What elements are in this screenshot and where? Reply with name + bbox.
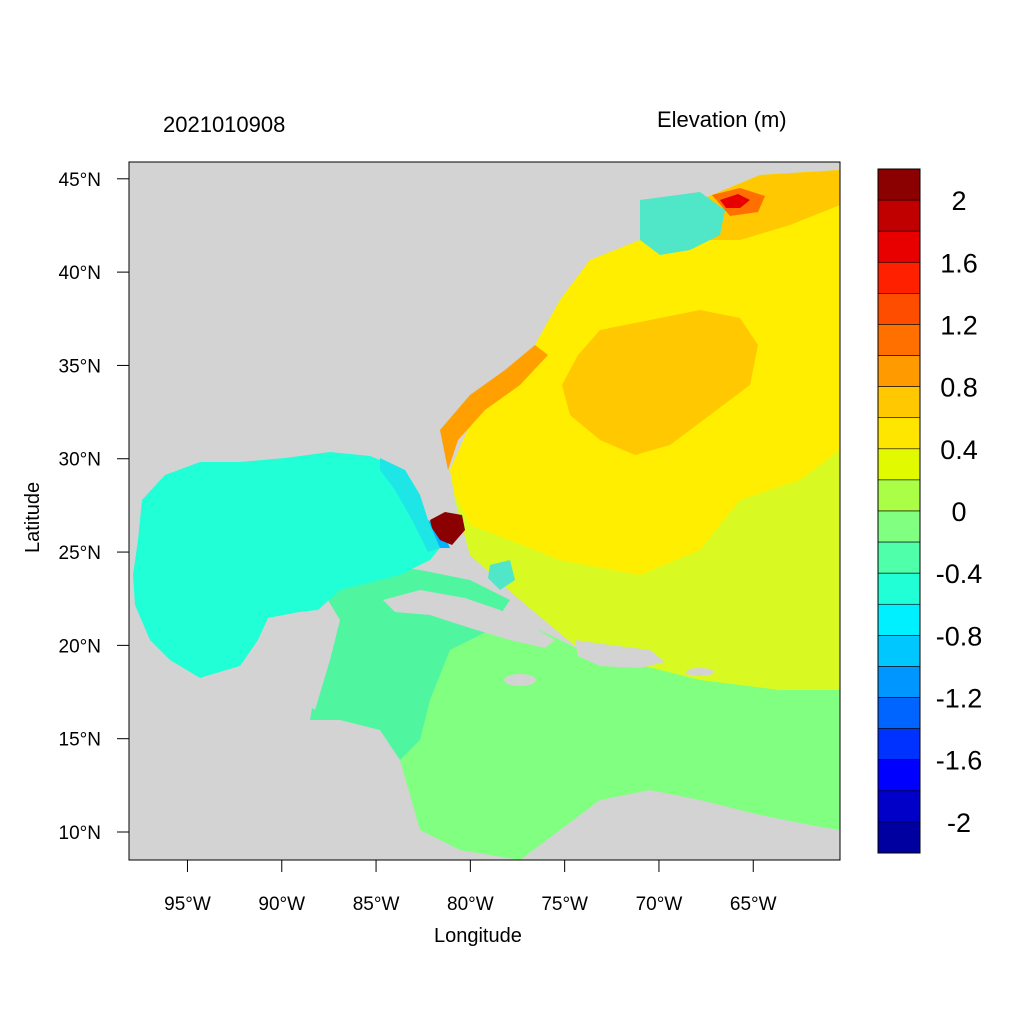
y-tick-label: 10°N (59, 823, 101, 844)
yucatan-land (268, 610, 340, 710)
colorbar-bin (877, 199, 921, 232)
nova-scotia-surge-core (720, 194, 750, 208)
colorbar-bin (877, 324, 921, 356)
colorbar-bin (877, 168, 921, 201)
y-axis: 45°N 40°N 35°N 30°N 25°N 20°N 15°N 10°N (59, 170, 129, 844)
florida-surge (430, 512, 465, 545)
y-tick-label: 30°N (59, 450, 101, 471)
colorbar-bin (877, 666, 921, 698)
colorbar-bin (877, 230, 921, 263)
colorbar-label: 0 (951, 497, 966, 527)
cuba-land (383, 590, 555, 648)
colorbar-bin (877, 572, 921, 605)
x-axis-label: Longitude (434, 925, 522, 947)
eastern-gulf-anomaly (380, 458, 440, 552)
colorbar-label: 0.4 (940, 435, 978, 465)
colorbar-bin (877, 759, 921, 792)
x-tick-label: 80°W (447, 894, 494, 915)
colorbar-bin (877, 790, 921, 823)
y-axis-label: Latitude (22, 481, 44, 553)
colorbar-bin (877, 603, 921, 636)
colorbar-bin (877, 293, 921, 325)
colorbar-label: -1.2 (936, 684, 983, 714)
colorbar-bin (877, 448, 921, 481)
colorbar-label: -1.6 (936, 746, 983, 776)
colorbar-label: 0.8 (940, 373, 978, 403)
x-axis: 95°W 90°W 85°W 80°W 75°W 70°W 65°W (164, 860, 777, 915)
colorbar-bin (877, 541, 921, 574)
colorbar-label: 2 (951, 186, 966, 216)
hispaniola-land (575, 640, 665, 668)
y-tick-label: 15°N (59, 730, 101, 751)
colorbar-label: 1.2 (940, 310, 978, 340)
map-title: 2021010908 (163, 112, 286, 137)
colorbar-bin (877, 510, 921, 543)
colorbar-bin (877, 697, 921, 729)
south-america-land (520, 790, 840, 860)
y-tick-label: 40°N (59, 263, 101, 284)
x-tick-label: 70°W (636, 894, 683, 915)
colorbar-bin (877, 417, 921, 450)
jamaica-land (504, 674, 536, 686)
map-plot (129, 162, 840, 860)
y-tick-label: 25°N (59, 543, 101, 564)
bahamas-shallows (488, 560, 515, 590)
southeast-coast-band (440, 345, 548, 470)
colorbar-bin (877, 728, 921, 761)
puerto-rico-land (686, 668, 714, 676)
y-tick-label: 35°N (59, 356, 101, 377)
x-tick-label: 85°W (353, 894, 400, 915)
y-tick-label: 20°N (59, 636, 101, 657)
colorbar-label: -0.8 (936, 621, 983, 651)
colorbar-bin (877, 261, 921, 294)
plot-frame (128, 161, 841, 861)
colorbar-label: -2 (947, 808, 971, 838)
variable-title: Elevation (m) (657, 107, 787, 132)
central-america-land (129, 666, 440, 860)
colorbar-bin (877, 386, 921, 419)
colorbar: 2 1.6 1.2 0.8 0.4 0 -0.4 -0.8 -1.2 -1.6 -2 (877, 168, 983, 854)
y-tick-label: 45°N (59, 170, 101, 191)
north-atlantic-band (700, 170, 840, 240)
colorbar-bin (877, 355, 921, 387)
gulf-of-mexico (133, 452, 440, 678)
colorbar-bin (877, 635, 921, 667)
x-tick-label: 65°W (730, 894, 777, 915)
colorbar-frame (877, 168, 921, 854)
atlantic-central-anomaly (562, 310, 758, 455)
colorbar-label: 1.6 (940, 248, 978, 278)
x-tick-label: 95°W (164, 894, 211, 915)
colorbar-label: -0.4 (936, 559, 983, 589)
colorbar-bin (877, 821, 921, 854)
x-tick-label: 90°W (258, 894, 305, 915)
colorbar-bin (877, 479, 921, 512)
x-tick-label: 75°W (541, 894, 588, 915)
gulf-of-maine-anomaly (640, 192, 725, 255)
